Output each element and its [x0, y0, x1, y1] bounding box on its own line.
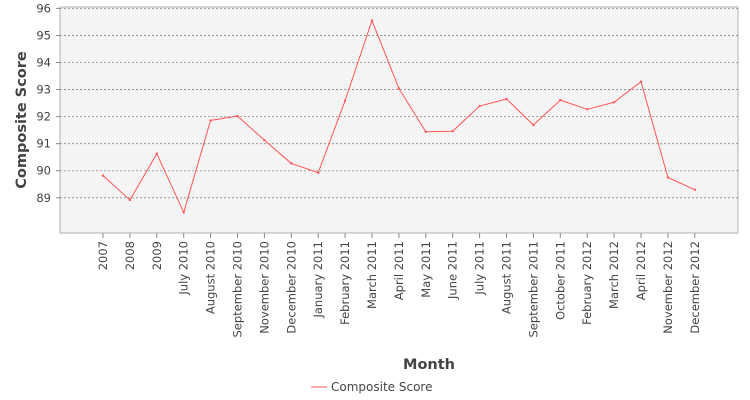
data-point [343, 99, 347, 102]
x-tick-label: February 2011 [338, 241, 352, 325]
x-axis-title: Month [403, 357, 455, 373]
data-point [236, 114, 239, 118]
data-point [317, 171, 320, 174]
data-point [155, 152, 158, 155]
x-tick-label: 2008 [123, 241, 137, 270]
x-tick-label: November 2010 [257, 241, 271, 334]
data-point [612, 101, 616, 104]
y-tick-label: 96 [36, 1, 51, 15]
data-point [586, 108, 589, 111]
data-point [370, 19, 374, 22]
y-tick-label: 91 [36, 137, 51, 151]
x-tick-label: March 2012 [607, 241, 621, 309]
y-axis-ticks: 89 90 91 92 93 94 95 96 [36, 1, 60, 205]
data-point [128, 198, 132, 202]
x-tick-label: December 2012 [688, 241, 702, 334]
legend: Composite Score [311, 380, 432, 394]
x-tick-label: June 2011 [446, 241, 460, 300]
x-tick-label: May 2011 [419, 241, 433, 298]
data-point [397, 87, 401, 90]
x-tick-label: February 2012 [580, 241, 594, 325]
x-axis-ticks: 2007 2008 2009 July 2010 August 2010 Septembe… [96, 233, 702, 338]
data-point [182, 211, 185, 214]
data-point [478, 104, 481, 108]
x-tick-label: January 2011 [311, 241, 325, 319]
data-point [693, 188, 696, 191]
y-tick-label: 89 [36, 191, 51, 205]
y-tick-label: 93 [36, 83, 51, 97]
y-axis-title: Composite Score [14, 51, 30, 189]
x-tick-label: 2007 [96, 241, 110, 270]
data-point [559, 98, 562, 102]
x-tick-label: March 2011 [365, 241, 379, 309]
x-tick-label: 2009 [150, 241, 164, 270]
plot-area [59, 6, 739, 234]
gridlines [60, 7, 738, 199]
x-tick-label: October 2011 [553, 241, 567, 320]
data-point [101, 174, 105, 177]
series-layer [101, 19, 696, 214]
data-point [451, 130, 454, 133]
data-point [209, 119, 212, 122]
x-tick-label: April 2012 [634, 241, 648, 300]
x-tick-label: December 2010 [284, 241, 298, 334]
x-tick-label: November 2012 [661, 241, 675, 334]
x-tick-label: September 2011 [526, 241, 540, 338]
data-point [290, 162, 293, 165]
data-point [505, 97, 508, 101]
y-tick-label: 92 [36, 110, 51, 124]
data-point [424, 130, 427, 133]
x-tick-label: August 2010 [204, 241, 218, 314]
legend-label: Composite Score [331, 380, 432, 394]
data-point [532, 123, 535, 127]
data-point [639, 80, 643, 83]
data-point [263, 138, 266, 142]
x-tick-label: September 2010 [231, 241, 245, 338]
x-tick-label: August 2011 [500, 241, 514, 314]
x-tick-label: July 2011 [473, 241, 487, 296]
data-point [666, 176, 670, 179]
y-tick-label: 90 [36, 164, 51, 178]
y-tick-label: 94 [36, 55, 51, 69]
x-tick-label: July 2010 [177, 241, 191, 296]
y-tick-label: 95 [36, 28, 51, 42]
x-tick-label: April 2011 [392, 241, 406, 300]
